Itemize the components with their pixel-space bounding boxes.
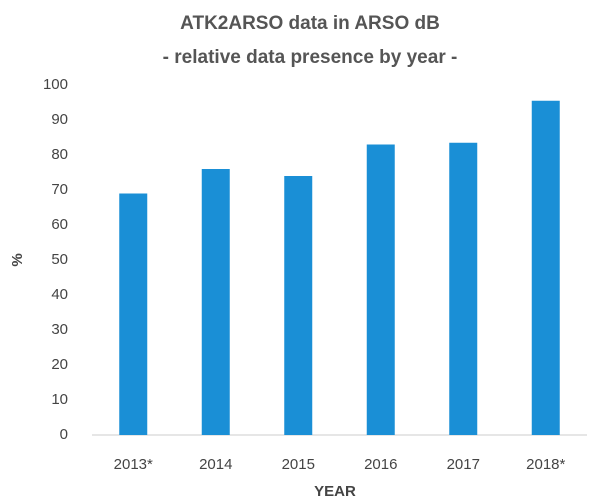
bar bbox=[119, 193, 148, 435]
bar bbox=[531, 100, 560, 435]
y-tick-label: 40 bbox=[51, 286, 68, 303]
bar bbox=[284, 176, 313, 435]
x-axis-label: YEAR bbox=[314, 483, 356, 500]
y-tick-label: 60 bbox=[51, 216, 68, 233]
x-tick-label: 2017 bbox=[447, 456, 480, 473]
chart-title: ATK2ARSO data in ARSO dB bbox=[180, 13, 440, 34]
x-tick-label: 2015 bbox=[282, 456, 315, 473]
y-tick-label: 100 bbox=[43, 76, 68, 93]
bar bbox=[366, 144, 395, 435]
y-tick-label: 30 bbox=[51, 321, 68, 338]
y-tick-label: 0 bbox=[60, 426, 68, 443]
bar bbox=[201, 169, 230, 435]
x-tick-label: 2013* bbox=[114, 456, 153, 473]
y-tick-label: 20 bbox=[51, 356, 68, 373]
y-tick-label: 10 bbox=[51, 391, 68, 408]
y-tick-label: 90 bbox=[51, 111, 68, 128]
x-tick-label: 2018* bbox=[526, 456, 565, 473]
x-tick-label: 2014 bbox=[199, 456, 232, 473]
bar bbox=[449, 142, 478, 435]
y-tick-label: 80 bbox=[51, 146, 68, 163]
y-axis-label: % bbox=[9, 253, 26, 266]
y-tick-label: 70 bbox=[51, 181, 68, 198]
x-tick-label: 2016 bbox=[364, 456, 397, 473]
chart-subtitle: - relative data presence by year - bbox=[163, 47, 458, 68]
y-tick-label: 50 bbox=[51, 251, 68, 268]
